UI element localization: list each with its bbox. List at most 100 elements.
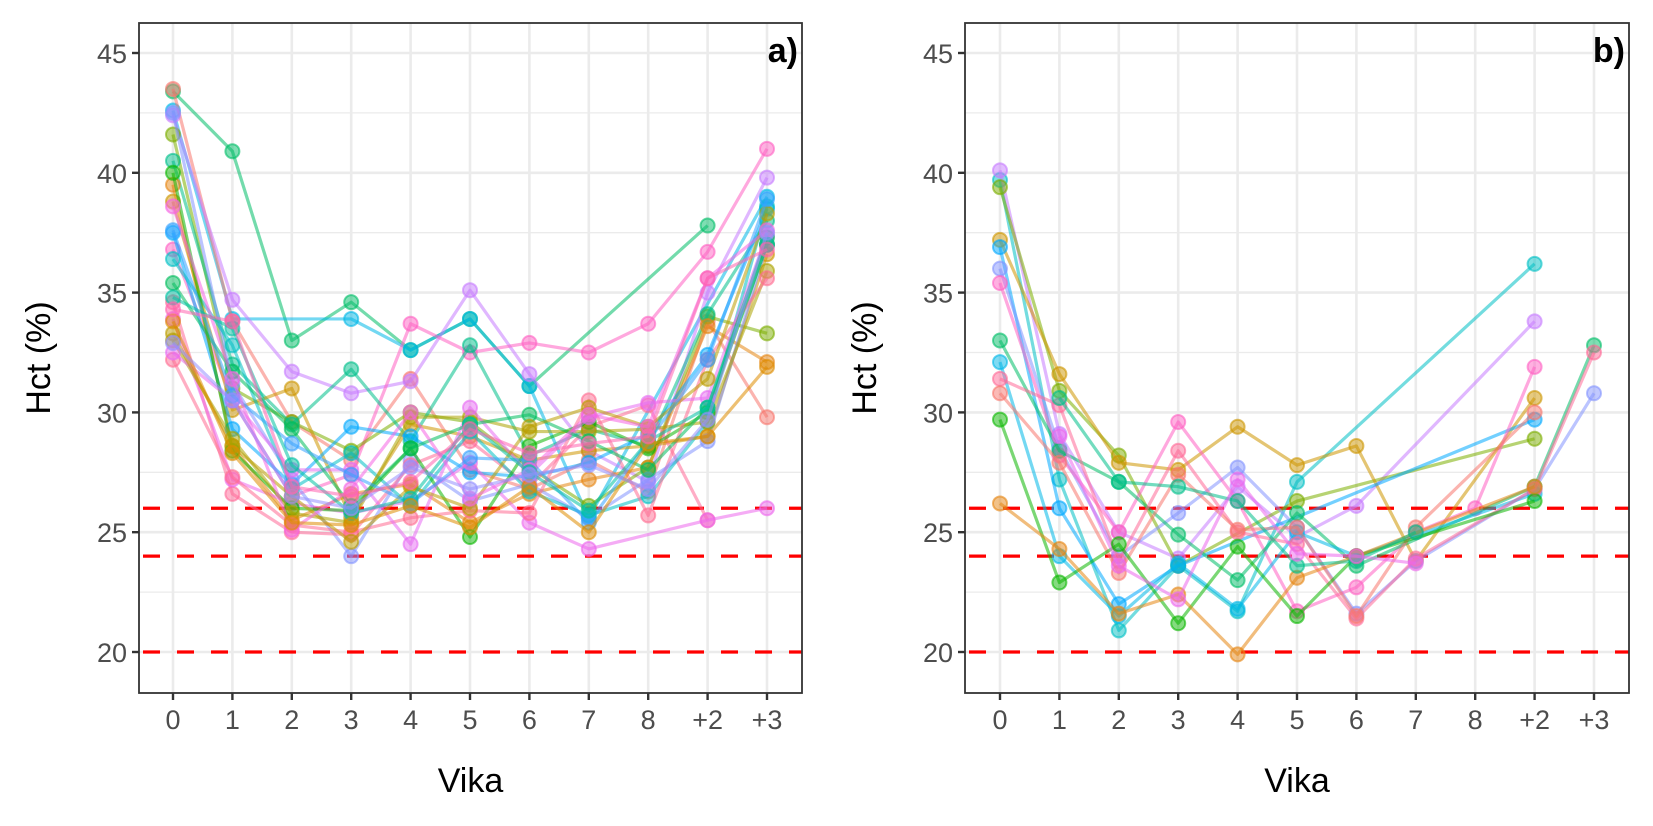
data-point (1289, 505, 1305, 522)
data-point (224, 313, 241, 330)
data-point (1110, 605, 1127, 622)
data-point (165, 164, 181, 181)
data-point (1407, 524, 1424, 541)
data-point (402, 342, 419, 359)
data-point (224, 445, 241, 462)
data-point (165, 198, 181, 215)
data-point (759, 358, 775, 375)
data-point (1348, 579, 1365, 596)
data-point (1229, 572, 1246, 589)
data-point (343, 466, 360, 483)
data-point (580, 540, 597, 557)
x-tick-label: 5 (462, 705, 477, 735)
data-point (224, 392, 241, 409)
data-point (1170, 413, 1187, 430)
data-point (1170, 615, 1187, 632)
series-line (998, 419, 1536, 625)
series-b15 (1051, 428, 1424, 608)
x-tick-label: +2 (692, 705, 723, 735)
data-point (1229, 493, 1246, 510)
data-point (224, 469, 241, 486)
data-point (283, 435, 300, 452)
data-point (343, 294, 360, 311)
data-point (343, 310, 360, 327)
data-point (699, 512, 716, 529)
data-point (521, 418, 538, 435)
data-point (1348, 548, 1365, 565)
data-point (283, 380, 300, 397)
data-point (343, 418, 360, 435)
data-point (699, 351, 716, 368)
data-point (165, 251, 181, 268)
data-point (640, 428, 657, 445)
x-tick-label: 6 (522, 705, 537, 735)
series-b2 (992, 162, 1543, 567)
data-point (640, 461, 657, 478)
data-point (759, 325, 775, 342)
x-tick-label: 8 (1468, 705, 1483, 735)
data-point (1229, 600, 1246, 617)
data-point (283, 332, 300, 349)
data-point (1526, 255, 1543, 272)
data-point (1289, 545, 1305, 562)
data-point (1289, 473, 1305, 490)
data-point (1526, 430, 1543, 447)
data-point (580, 457, 597, 474)
data-point (759, 224, 775, 241)
data-point (1170, 505, 1187, 522)
data-point (521, 466, 538, 483)
data-point (224, 143, 241, 160)
y-tick-label: 35 (923, 279, 953, 309)
data-point (1051, 366, 1068, 383)
y-tick-label: 20 (97, 638, 127, 668)
data-point (462, 449, 478, 466)
data-point (992, 495, 1008, 512)
y-tick-label: 25 (97, 518, 127, 548)
data-point (640, 315, 657, 332)
data-point (1229, 471, 1246, 488)
data-point (992, 162, 1008, 179)
data-point (580, 502, 597, 519)
series-b12 (992, 411, 1543, 632)
data-point (1051, 454, 1068, 471)
data-point (521, 334, 538, 351)
data-point (1586, 385, 1602, 402)
data-point (759, 169, 775, 186)
data-point (1229, 538, 1246, 555)
data-point (1526, 358, 1543, 375)
data-point (224, 485, 241, 502)
data-point (580, 435, 597, 452)
data-point (343, 517, 360, 534)
x-tick-label: 2 (1111, 705, 1126, 735)
y-tick-label: 30 (923, 398, 953, 428)
data-point (640, 507, 657, 524)
data-point (699, 318, 716, 335)
data-point (165, 334, 181, 351)
data-point (992, 260, 1008, 277)
data-point (992, 354, 1008, 371)
data-point (1348, 608, 1365, 625)
x-tick-label: 7 (1408, 705, 1423, 735)
data-point (759, 140, 775, 157)
x-tick-label: 0 (165, 705, 180, 735)
data-point (462, 399, 478, 416)
data-point (1051, 540, 1068, 557)
data-point (1110, 536, 1127, 553)
data-point (1586, 344, 1602, 361)
data-point (1170, 526, 1187, 543)
data-point (699, 428, 716, 445)
data-point (992, 370, 1008, 387)
data-point (1229, 418, 1246, 435)
series-line (998, 170, 1536, 561)
data-point (699, 270, 716, 287)
y-tick-label: 40 (97, 159, 127, 189)
data-point (1526, 404, 1543, 421)
y-tick-label: 30 (97, 398, 127, 428)
data-point (402, 497, 419, 514)
y-tick-label: 35 (97, 279, 127, 309)
x-tick-label: 3 (344, 705, 359, 735)
x-tick-label: 6 (1349, 705, 1364, 735)
data-point (402, 536, 419, 553)
